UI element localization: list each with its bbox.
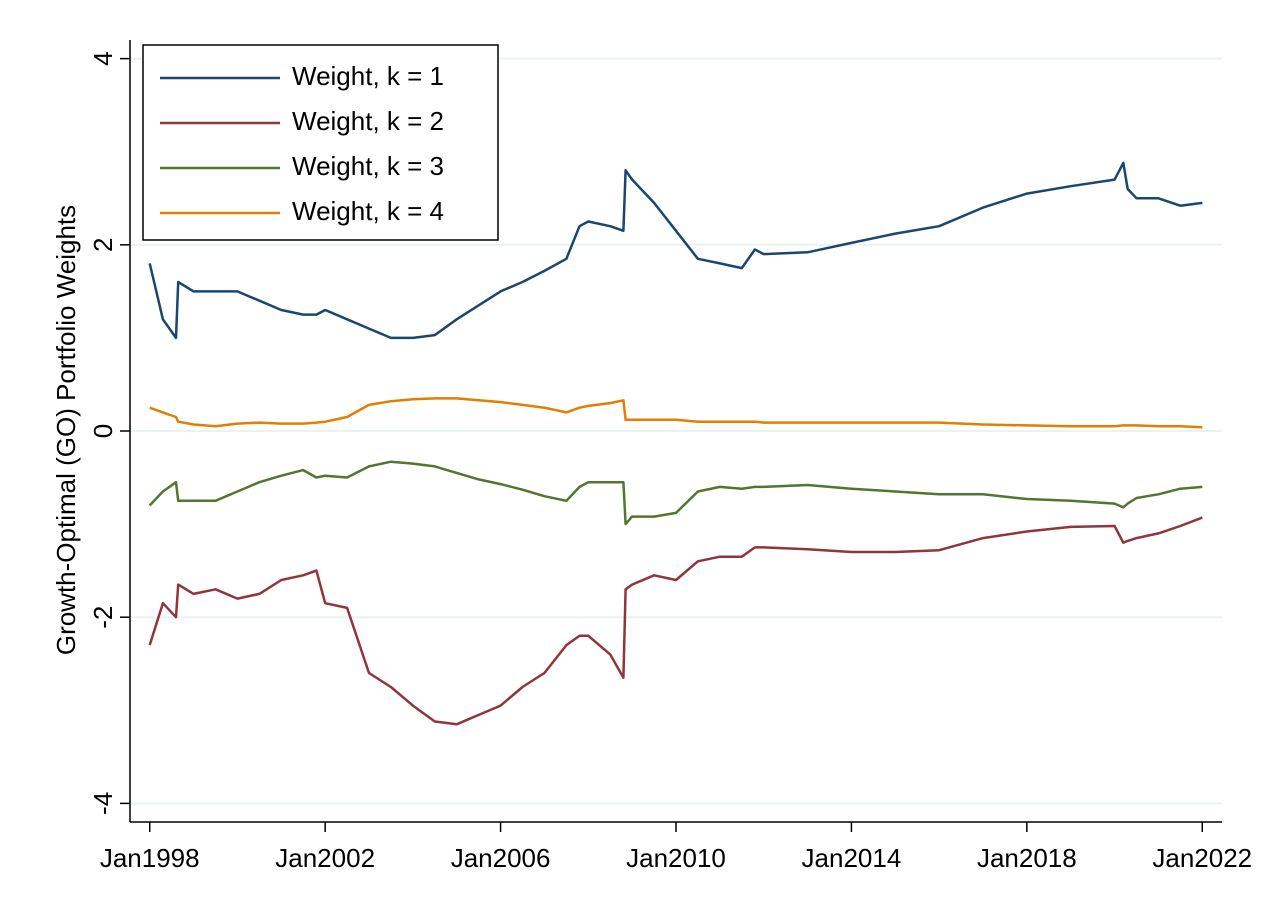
y-axis-title: Growth-Optimal (GO) Portfolio Weights <box>51 205 81 655</box>
legend-label: Weight, k = 2 <box>292 106 444 136</box>
series-line <box>148 161 1203 340</box>
x-tick-label: Jan2022 <box>1152 843 1252 873</box>
legend-label: Weight, k = 1 <box>292 61 444 91</box>
legend-label: Weight, k = 3 <box>292 151 444 181</box>
x-tick-label: Jan2014 <box>802 843 902 873</box>
series-line <box>148 460 1203 526</box>
y-tick-label: 0 <box>88 424 118 438</box>
x-tick-label: Jan2010 <box>626 843 726 873</box>
x-tick-label: Jan2018 <box>977 843 1077 873</box>
legend-label: Weight, k = 4 <box>292 196 444 226</box>
y-tick-label: -4 <box>88 792 118 815</box>
y-tick-label: 4 <box>88 51 118 65</box>
series-line <box>149 397 1203 429</box>
x-tick-label: Jan2006 <box>451 843 551 873</box>
y-tick-label: -2 <box>88 606 118 629</box>
x-tick-label: Jan1998 <box>100 843 200 873</box>
series-line <box>148 516 1203 726</box>
y-tick-label: 2 <box>88 238 118 252</box>
x-tick-label: Jan2002 <box>275 843 375 873</box>
